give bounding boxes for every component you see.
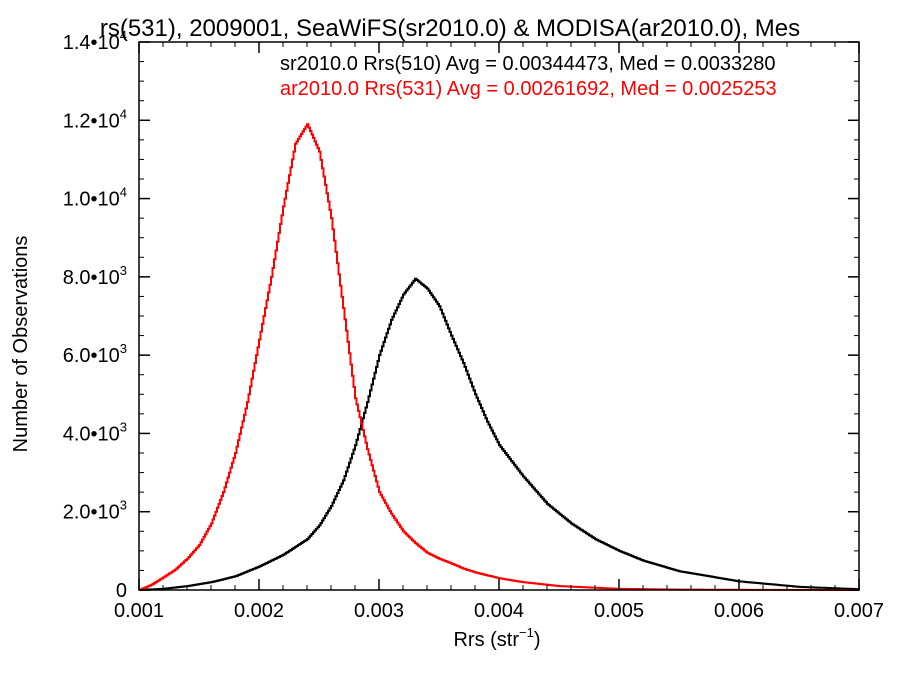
- y-tick-label: 1.0•104: [63, 185, 127, 211]
- x-tick-label: 0.003: [354, 600, 404, 622]
- x-tick-label: 0.004: [474, 600, 524, 622]
- x-axis-label: Rrs (str−1): [453, 625, 540, 651]
- y-tick-label: 1.4•104: [63, 28, 127, 54]
- y-tick-label: 1.2•104: [63, 106, 127, 132]
- y-axis: 0 2.0•103 4.0•103 6.0•103 8.0•103 1.0•104 1.2•…: [63, 28, 859, 602]
- y-tick-label: 6.0•103: [63, 341, 127, 367]
- y-tick-label: 4.0•103: [63, 419, 127, 445]
- x-tick-label: 0.002: [234, 600, 284, 622]
- chart-title: rs(531), 2009001, SeaWiFS(sr2010.0) & MO…: [100, 15, 800, 42]
- series-layer: [139, 123, 860, 591]
- x-axis: 0.001 0.002 0.003 0.004 0.005 0.006 0.007: [114, 42, 884, 622]
- series-line-1: [139, 123, 859, 591]
- series-line-0: [139, 277, 860, 591]
- x-tick-label: 0.005: [594, 600, 644, 622]
- legend-entry-1: ar2010.0 Rrs(531) Avg = 0.00261692, Med …: [280, 78, 777, 100]
- plot-frame: [138, 41, 860, 591]
- x-tick-label: 0.006: [714, 600, 764, 622]
- y-axis-label: Number of Observations: [10, 236, 32, 453]
- legend: sr2010.0 Rrs(510) Avg = 0.00344473, Med …: [280, 53, 777, 100]
- y-tick-label: 2.0•103: [63, 498, 127, 524]
- x-tick-label: 0.001: [114, 600, 164, 622]
- y-tick-label: 0: [116, 580, 127, 602]
- legend-entry-0: sr2010.0 Rrs(510) Avg = 0.00344473, Med …: [280, 53, 776, 75]
- y-tick-label: 8.0•103: [63, 263, 127, 289]
- x-tick-label: 0.007: [834, 600, 884, 622]
